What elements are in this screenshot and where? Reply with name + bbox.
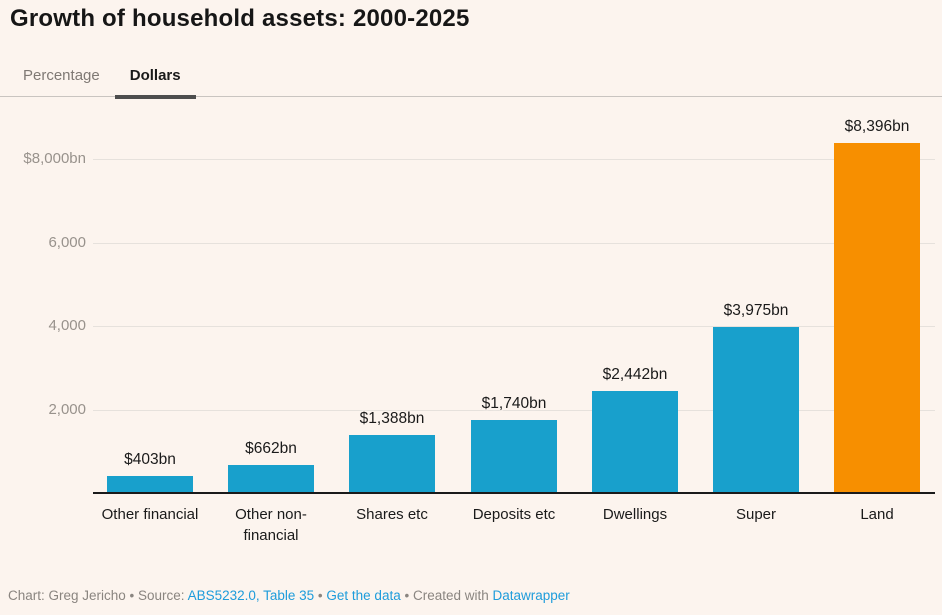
tab-bar: Percentage Dollars [0, 56, 942, 99]
bar-land[interactable] [834, 142, 920, 493]
bar-value-label: $662bn [245, 440, 297, 458]
source-link[interactable]: ABS5232.0, Table 35 [187, 588, 315, 603]
x-axis-category-label: Dwellings [602, 506, 668, 523]
bar-value-label: $2,442bn [602, 366, 668, 384]
footer-separator: • [314, 588, 327, 603]
x-axis-category-label: Other non-financial [235, 506, 307, 544]
x-axis-category-label: Deposits etc [472, 506, 556, 523]
bar-other-financial[interactable] [107, 476, 193, 493]
gridline [93, 159, 935, 161]
bar-dwellings[interactable] [592, 391, 678, 493]
gridline [93, 409, 935, 411]
bar-shares-etc[interactable] [349, 435, 435, 493]
bar-value-label: $1,740bn [481, 395, 547, 413]
chart-footer: Chart: Greg Jericho • Source: ABS5232.0,… [8, 588, 570, 603]
bar-value-label: $403bn [124, 451, 176, 469]
tab-dollars[interactable]: Dollars [114, 56, 196, 99]
chart-title: Growth of household assets: 2000-2025 [10, 5, 470, 32]
tab-percentage[interactable]: Percentage [23, 67, 100, 84]
footer-byline: Chart: Greg Jericho • Source: [8, 588, 188, 603]
bar-value-label: $3,975bn [723, 302, 789, 320]
bar-super[interactable] [713, 327, 799, 493]
get-the-data-link[interactable]: Get the data [326, 588, 401, 603]
bar-value-label: $8,396bn [844, 117, 910, 135]
gridline [93, 242, 935, 244]
y-axis-tick-label: 4,000 [48, 317, 86, 335]
y-axis-tick-label: 6,000 [48, 233, 86, 251]
plot-area: 2,000 4,000 6,000 $8,000bn $403bn Other fina… [0, 100, 942, 560]
x-axis-category-label: Shares etc [356, 506, 428, 523]
x-axis-category-label: Land [860, 506, 894, 523]
datawrapper-link[interactable]: Datawrapper [492, 588, 570, 603]
bar-other-non-financial[interactable] [228, 465, 314, 493]
y-axis-tick-label: 2,000 [48, 400, 86, 418]
bar-value-label: $1,388bn [359, 410, 425, 428]
y-axis-tick-label: $8,000bn [23, 150, 86, 168]
x-axis-category-label: Other financial [101, 506, 199, 523]
bar-deposits-etc[interactable] [471, 420, 557, 493]
gridline [93, 326, 935, 328]
x-axis-baseline [93, 492, 935, 494]
x-axis-category-label: Super [735, 506, 777, 523]
footer-created-with: • Created with [400, 588, 493, 603]
